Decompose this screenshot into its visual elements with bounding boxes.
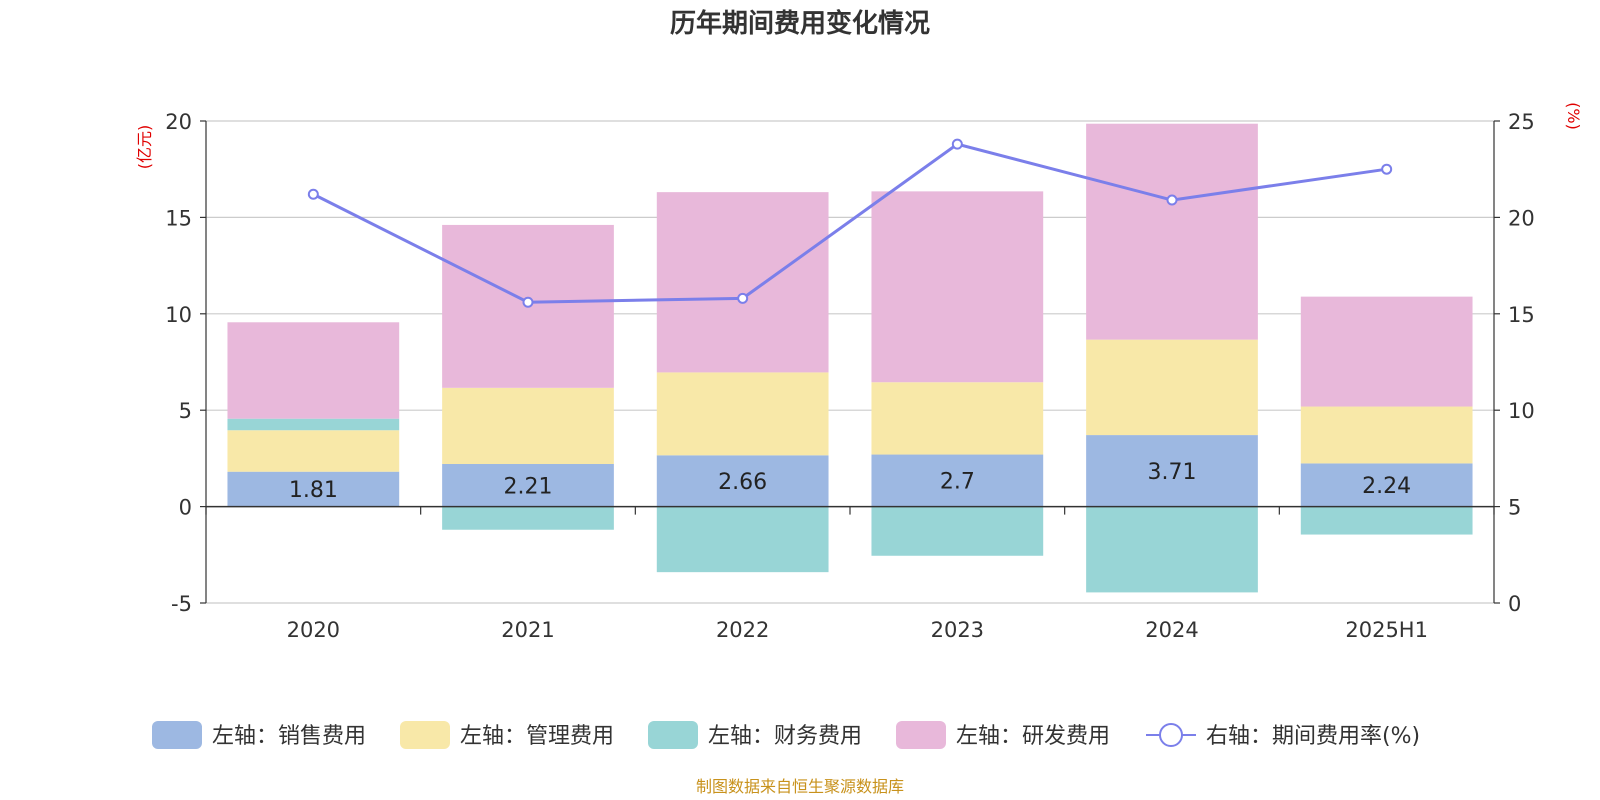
bar-2021-series-0 [442,463,614,507]
rate-line-path [312,142,1387,304]
bars [227,123,1473,593]
bar-2020-series-3 [227,322,400,419]
bar-2021-series-2 [442,506,614,530]
data-labels: 1.81 2.21 2.66 2.7 3.71 2.24 [289,460,1411,503]
bar-2025H1-series-0 [1300,463,1473,507]
right-tick-label: 15 [1508,303,1535,327]
x-tick-label: 2021 [501,618,554,642]
right-tick-label: 10 [1508,399,1535,423]
bar-2023-series-3 [871,191,1044,383]
source-note: 制图数据来自恒生聚源数据库 [696,777,904,796]
rate-point-2021 [522,296,534,308]
right-tick-label: 20 [1508,206,1535,230]
legend-swatch-0 [152,721,202,749]
data-label-2023: 2.7 [940,470,975,495]
x-tick-label: 2023 [931,618,984,642]
bar-2024-series-3 [1086,123,1258,340]
bar-2025H1-series-1 [1300,406,1473,464]
legend: 左轴：销售费用 左轴：管理费用 左轴：财务费用 左轴：研发费用 右轴：期间费用率(%) [152,721,1420,749]
data-label-2025H1: 2.24 [1362,474,1411,499]
left-tick-label: 5 [179,399,192,423]
bar-2025H1-series-3 [1300,296,1473,407]
rate-point-2024 [1166,194,1178,206]
axes: -5 0 5 10 15 20 0 5 10 15 20 25 2020 2021 2022 2023 2024… [165,110,1534,642]
bar-2023-series-2 [871,506,1044,556]
bar-2023-series-0 [871,454,1044,507]
left-tick-label: 15 [165,206,192,230]
left-tick-label: 20 [165,110,192,134]
left-tick-label: 10 [165,303,192,327]
right-tick-label: 25 [1508,110,1535,134]
legend-swatch-1 [400,721,450,749]
legend-label-1: 左轴：管理费用 [460,724,614,749]
legend-marker [1159,723,1183,747]
rate-line [307,138,1393,308]
rate-point-2023 [951,138,963,150]
rate-point-2022 [737,292,749,304]
bar-2023-series-1 [871,382,1044,455]
legend-label-2: 左轴：财务费用 [708,724,862,749]
data-label-2022: 2.66 [718,470,767,495]
bar-2025H1-series-2 [1300,506,1473,535]
bar-2021-series-1 [442,387,614,464]
x-tick-label: 2025H1 [1345,618,1428,642]
rate-point-2025H1 [1381,163,1393,175]
right-axis-unit: (%) [1564,102,1583,130]
bar-2022-series-0 [656,455,829,507]
x-tick-label: 2022 [716,618,769,642]
bar-2022-series-2 [656,506,829,573]
left-axis-unit: (亿元) [135,125,154,170]
bar-2020-series-2 [227,418,400,431]
right-tick-label: 0 [1508,592,1521,616]
legend-label-3: 左轴：研发费用 [956,724,1110,749]
left-tick-label: -5 [171,592,192,616]
bar-2024-series-2 [1086,506,1258,593]
x-tick-label: 2024 [1145,618,1198,642]
legend-swatch-2 [648,721,698,749]
bar-2020-series-0 [227,471,400,507]
rate-point-2020 [307,188,319,200]
chart-title: 历年期间费用变化情况 [670,8,930,39]
bar-2024-series-1 [1086,339,1258,436]
legend-swatch-3 [896,721,946,749]
legend-label-0: 左轴：销售费用 [212,724,366,749]
bar-2020-series-1 [227,430,400,472]
bar-2022-series-3 [656,192,829,373]
bar-2022-series-1 [656,372,829,456]
data-label-2020: 1.81 [289,478,338,503]
left-tick-label: 0 [179,496,192,520]
data-label-2021: 2.21 [504,474,553,499]
x-tick-label: 2020 [287,618,340,642]
right-tick-label: 5 [1508,496,1521,520]
bar-2024-series-0 [1086,435,1258,507]
legend-label-4: 右轴：期间费用率(%) [1206,724,1420,749]
data-label-2024: 3.71 [1148,460,1197,485]
